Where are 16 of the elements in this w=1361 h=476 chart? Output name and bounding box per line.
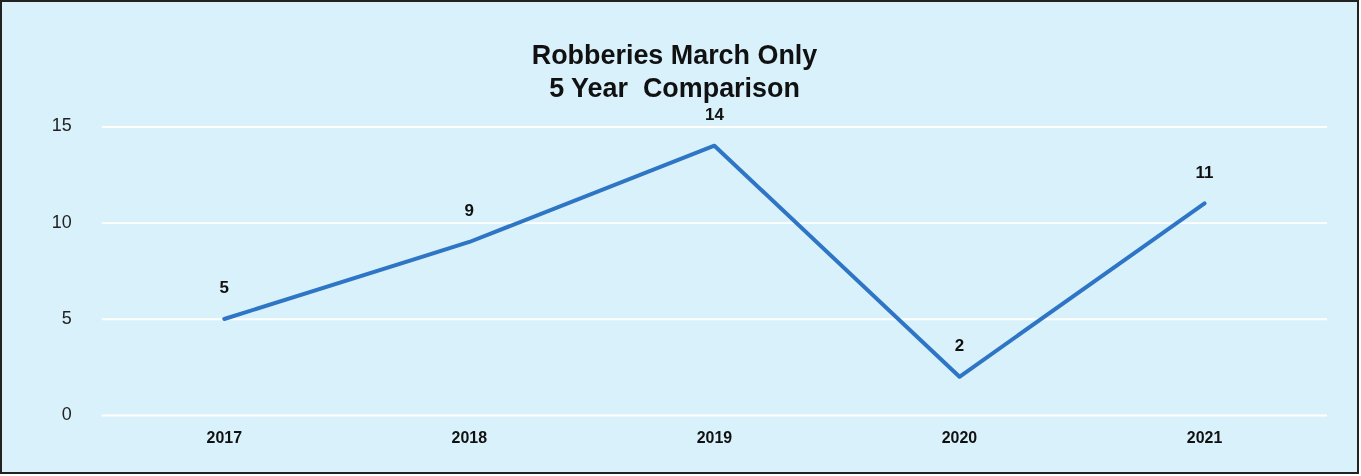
x-tick-label: 2021 [1186,429,1223,447]
y-tick-label: 0 [61,404,72,425]
x-tick-label: 2020 [941,429,978,447]
x-tick-label: 2019 [696,429,733,447]
text: 5 Year Comparison [549,73,800,104]
data-label: 11 [1195,162,1214,182]
data-label: 2 [954,336,965,356]
data-label: 9 [464,201,475,221]
x-tick-label: 2018 [451,429,488,447]
data-label: 14 [704,105,725,125]
data-label: 5 [219,278,229,298]
y-tick-label: 15 [51,115,72,136]
y-tick-label: 10 [51,211,72,232]
text: Robberies March Only [531,39,818,70]
x-tick-label: 2017 [206,429,243,447]
y-tick-label: 5 [61,307,72,328]
